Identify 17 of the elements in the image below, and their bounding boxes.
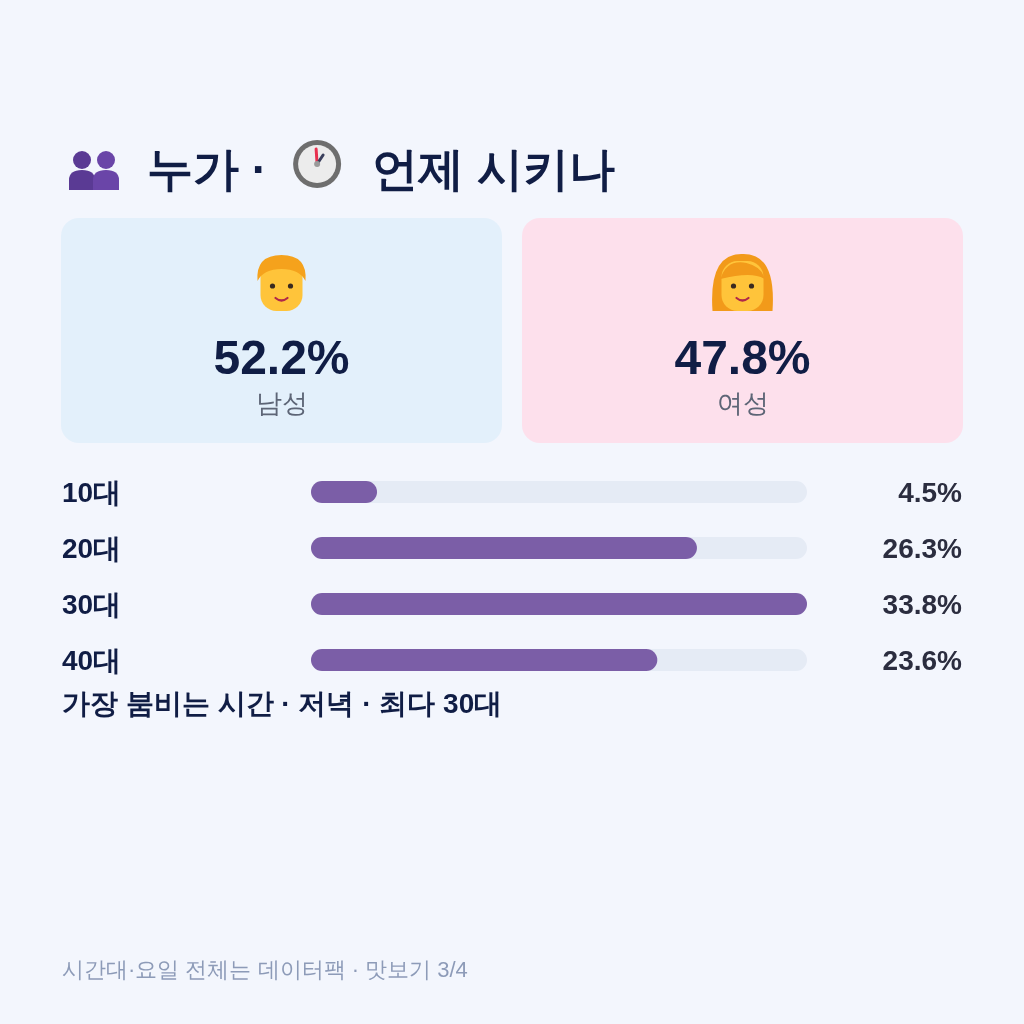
data-label: 23.6% [882, 645, 963, 676]
text: 시간대·요일 전체는 데이터팩 · 맛보기 3/4 [62, 957, 468, 982]
bar [311, 593, 807, 615]
annotation: 가장 붐비는 시간 · 저녁 · 최다 30대 [62, 688, 503, 719]
data-label: 4.5% [898, 477, 963, 508]
data-label: 47.8% [674, 331, 811, 384]
chart-title: 누가 · 언제 시키나 [147, 143, 615, 195]
data-label: 52.2% [213, 331, 350, 384]
data-label: 33.8% [882, 589, 963, 620]
data-label: 26.3% [882, 533, 963, 564]
y-tick-label: 40대 [62, 645, 122, 676]
category-label: 여성 [716, 388, 769, 418]
y-tick-label: 30대 [62, 589, 122, 620]
bar [311, 481, 378, 503]
category-label: 남성 [255, 388, 308, 418]
y-tick-label: 10대 [62, 477, 122, 508]
y-tick-label: 20대 [62, 533, 122, 564]
